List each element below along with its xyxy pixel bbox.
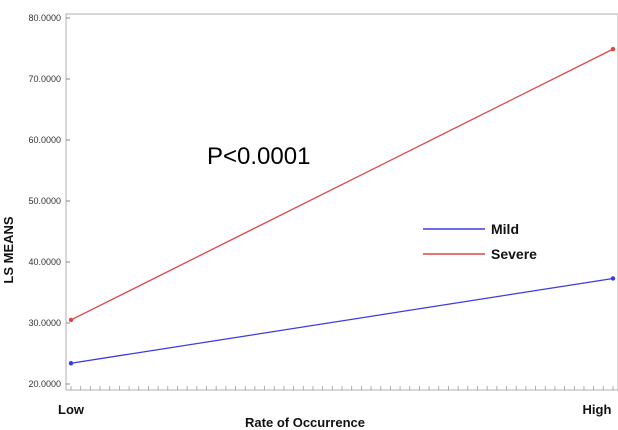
y-tick-label: 60.0000 (28, 135, 61, 145)
series-line-mild (70, 277, 614, 364)
data-point-mild (610, 276, 616, 281)
legend: Mild Severe (423, 221, 537, 262)
x-tick-label-high: High (583, 402, 612, 417)
series-line-severe (70, 48, 614, 321)
data-point-severe (68, 317, 74, 323)
x-axis-label: Rate of Occurrence (245, 415, 365, 430)
y-tick-label: 70.0000 (28, 74, 61, 84)
y-axis-label: LS MEANS (1, 216, 16, 284)
data-point-mild (68, 361, 74, 366)
legend-label-mild: Mild (491, 221, 519, 237)
plot-area-frame (65, 13, 618, 391)
series-layer (68, 46, 616, 366)
x-axis-minor-ticks (70, 386, 614, 390)
y-tick-label: 30.0000 (28, 318, 61, 328)
legend-label-severe: Severe (491, 246, 537, 262)
y-axis: 20.0000 30.0000 40.0000 50.0000 60.0000 70.00… (28, 13, 70, 389)
y-tick-label: 40.0000 (28, 257, 61, 267)
x-tick-label-low: Low (58, 402, 85, 417)
y-tick-label: 20.0000 (28, 379, 61, 389)
p-value-annotation: P<0.0001 (207, 143, 310, 170)
data-point-severe (610, 46, 616, 52)
y-tick-label: 80.0000 (28, 13, 61, 23)
y-tick-label: 50.0000 (28, 196, 61, 206)
